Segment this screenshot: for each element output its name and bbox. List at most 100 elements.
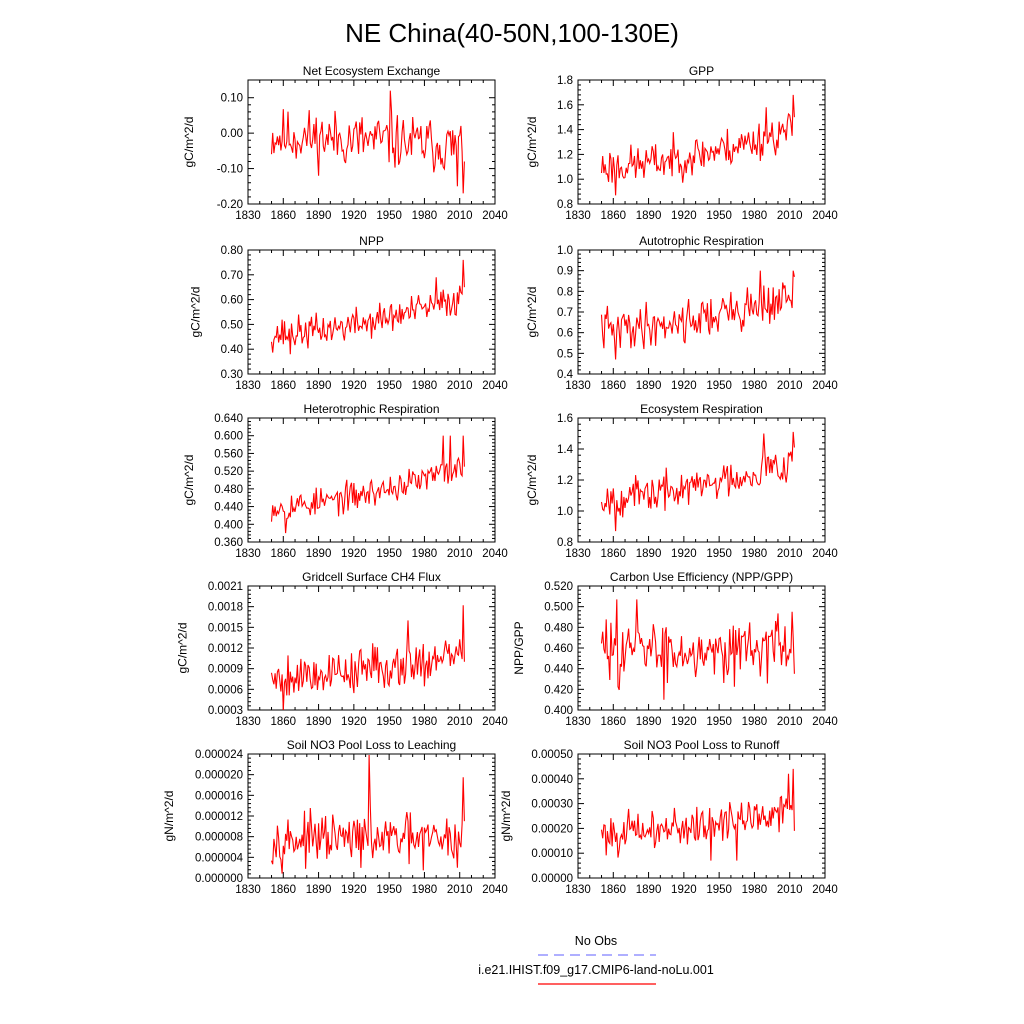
x-tick-label: 1890 <box>306 380 332 392</box>
x-tick-label: 2010 <box>447 884 473 896</box>
y-tick-label: 1.6 <box>557 413 573 425</box>
y-tick-label: 0.400 <box>214 519 243 531</box>
x-tick-label: 2010 <box>777 210 803 222</box>
x-tick-label: 1830 <box>565 884 591 896</box>
y-tick-label: 0.0018 <box>208 602 243 614</box>
x-tick-label: 1830 <box>235 548 261 560</box>
y-tick-label: -0.20 <box>217 199 243 211</box>
panel: Soil NO3 Pool Loss to Leaching 1830 1860 18… <box>162 738 508 896</box>
y-tick-label: 0.30 <box>221 369 243 381</box>
panel: Net Ecosystem Exchange 1830 1860 1890 1920 19… <box>182 64 508 222</box>
x-tick-label: 2040 <box>812 380 838 392</box>
x-tick-label: 1860 <box>600 210 626 222</box>
x-tick-label: 1830 <box>565 716 591 728</box>
y-tick-label: 0.00000 <box>531 873 573 885</box>
series-line <box>270 90 465 194</box>
x-tick-label: 1980 <box>412 716 438 728</box>
y-tick-label: 0.0009 <box>208 664 243 676</box>
y-axis-label: NPP/GPP <box>512 621 526 674</box>
y-tick-label: 1.2 <box>557 475 573 487</box>
panel: NPP 1830 1860 1890 1920 1950 1980 2010 2040 0.30 0… <box>189 234 508 392</box>
panel-title: Net Ecosystem Exchange <box>303 64 441 78</box>
plot-frame <box>247 417 496 543</box>
x-tick-label: 1890 <box>636 380 662 392</box>
legend-label-model: i.e21.IHIST.f09_g17.CMIP6-land-noLu.001 <box>478 963 714 977</box>
legend-label-obs: No Obs <box>575 934 617 948</box>
y-tick-label: 0.8 <box>557 537 573 549</box>
y-axis-label: gC/m^2/d <box>182 455 196 506</box>
series-line <box>270 259 465 355</box>
y-tick-label: 0.00030 <box>531 799 573 811</box>
x-tick-label: 2040 <box>482 210 508 222</box>
y-axis-label: gC/m^2/d <box>525 287 539 338</box>
plot-frame <box>577 753 826 879</box>
x-tick-label: 1830 <box>235 210 261 222</box>
x-tick-label: 1980 <box>742 548 768 560</box>
x-tick-label: 1890 <box>636 210 662 222</box>
x-tick-label: 1920 <box>671 380 697 392</box>
y-tick-label: 0.000024 <box>195 749 244 761</box>
x-tick-label: 1890 <box>636 716 662 728</box>
y-tick-label: 0.5 <box>557 348 573 360</box>
y-tick-label: 0.0003 <box>208 705 243 717</box>
y-tick-label: 0.640 <box>214 413 243 425</box>
panel-title: Soil NO3 Pool Loss to Runoff <box>624 738 781 752</box>
y-tick-label: 0.70 <box>221 270 243 282</box>
x-tick-label: 2010 <box>777 716 803 728</box>
x-tick-label: 1980 <box>412 884 438 896</box>
x-tick-label: 1890 <box>306 210 332 222</box>
x-tick-label: 1860 <box>600 716 626 728</box>
x-tick-label: 1950 <box>706 716 732 728</box>
x-tick-label: 1920 <box>341 548 367 560</box>
x-tick-label: 1830 <box>235 380 261 392</box>
y-tick-label: 0.00050 <box>531 749 573 761</box>
x-tick-label: 1920 <box>671 548 697 560</box>
x-tick-label: 1830 <box>565 210 591 222</box>
x-tick-label: 2010 <box>447 210 473 222</box>
x-tick-label: 1980 <box>742 716 768 728</box>
y-tick-label: 0.0012 <box>208 643 243 655</box>
legend: No Obs i.e21.IHIST.f09_g17.CMIP6-land-no… <box>478 934 714 985</box>
panel: Carbon Use Efficiency (NPP/GPP) 1830 1860 1… <box>512 570 838 728</box>
x-tick-label: 1890 <box>636 548 662 560</box>
series-line <box>270 435 465 534</box>
x-tick-label: 2040 <box>482 380 508 392</box>
y-axis-label: gC/m^2/d <box>525 117 539 168</box>
y-tick-label: 0.80 <box>221 245 243 257</box>
x-tick-label: 1920 <box>341 380 367 392</box>
x-tick-label: 1860 <box>270 884 296 896</box>
y-tick-label: 0.520 <box>544 581 573 593</box>
y-tick-label: 1.6 <box>557 100 573 112</box>
y-tick-label: 0.480 <box>544 622 573 634</box>
x-tick-label: 1860 <box>270 716 296 728</box>
series-line <box>600 270 795 360</box>
series-line <box>600 599 795 700</box>
y-tick-label: 0.8 <box>557 286 573 298</box>
x-tick-label: 1950 <box>376 548 402 560</box>
y-tick-label: 0.60 <box>221 295 243 307</box>
y-tick-label: 0.000000 <box>195 873 243 885</box>
series-line <box>600 94 795 196</box>
panel-title: Ecosystem Respiration <box>640 402 763 416</box>
x-tick-label: 1920 <box>671 210 697 222</box>
y-axis-label: gN/m^2/d <box>499 791 513 842</box>
x-tick-label: 1830 <box>565 380 591 392</box>
y-tick-label: 0.00 <box>221 128 243 140</box>
y-tick-label: 0.600 <box>214 431 243 443</box>
x-tick-label: 1920 <box>341 210 367 222</box>
panel: Heterotrophic Respiration 1830 1860 1890 192… <box>182 402 508 560</box>
x-tick-label: 2040 <box>482 716 508 728</box>
x-tick-label: 1890 <box>306 884 332 896</box>
panel-title: Carbon Use Efficiency (NPP/GPP) <box>610 570 793 584</box>
y-tick-label: 0.000016 <box>195 790 243 802</box>
x-tick-label: 1950 <box>706 884 732 896</box>
y-tick-label: 1.0 <box>557 174 573 186</box>
y-tick-label: 0.420 <box>544 684 573 696</box>
x-tick-label: 1950 <box>376 716 402 728</box>
x-tick-label: 1980 <box>412 548 438 560</box>
x-tick-label: 1950 <box>376 210 402 222</box>
y-tick-label: 0.000008 <box>195 832 243 844</box>
y-tick-label: 1.8 <box>557 75 573 87</box>
x-tick-label: 2010 <box>777 884 803 896</box>
